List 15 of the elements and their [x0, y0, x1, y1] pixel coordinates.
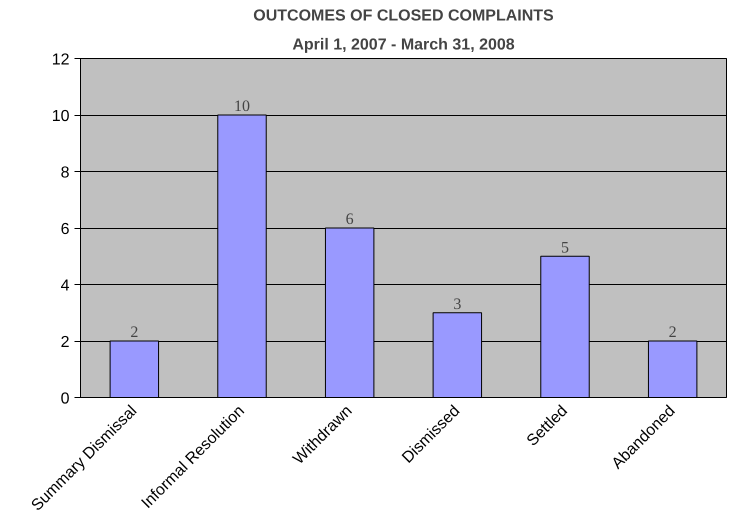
data-label: 2	[130, 324, 138, 341]
chart-title: OUTCOMES OF CLOSED COMPLAINTS	[253, 8, 554, 24]
data-label: 5	[561, 239, 569, 256]
data-label: 3	[453, 296, 462, 313]
data-label: 6	[346, 211, 354, 228]
data-label: 2	[668, 324, 677, 341]
data-label: 10	[234, 98, 250, 115]
chart-subtitle: April 1, 2007 - March 31, 2008	[292, 36, 515, 54]
y-tick-label: 6	[60, 221, 70, 238]
y-tick-label: 4	[60, 278, 70, 294]
y-tick-label: 8	[60, 164, 70, 182]
y-tick-label: 12	[52, 52, 70, 68]
y-tick-label: 0	[60, 390, 70, 408]
y-tick-label: 10	[52, 108, 70, 125]
y-tick-label: 2	[60, 334, 70, 351]
